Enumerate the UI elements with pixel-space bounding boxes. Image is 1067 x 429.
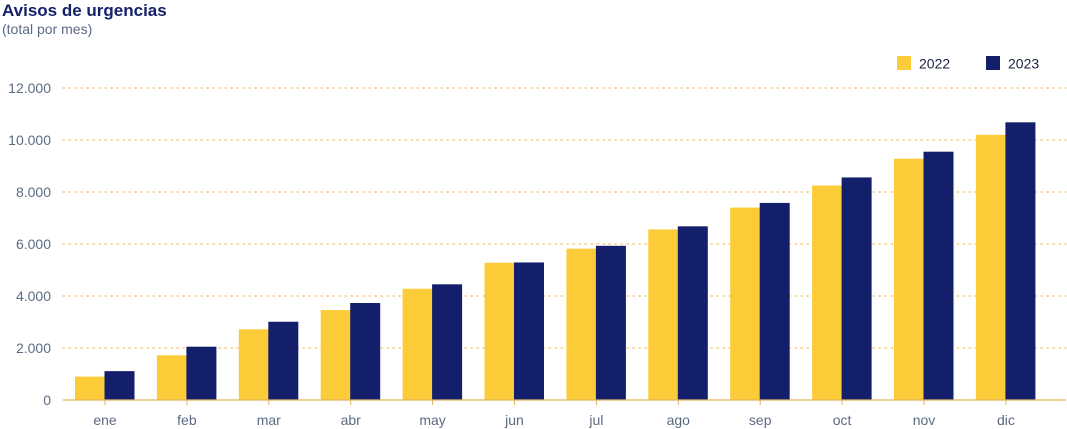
y-tick-label: 8.000 bbox=[16, 184, 51, 200]
x-tick-label: may bbox=[419, 412, 445, 428]
legend-swatch-2023 bbox=[986, 56, 1000, 70]
y-tick-label: 10.000 bbox=[8, 132, 51, 148]
bar-2023-ene bbox=[104, 371, 135, 400]
bar-2023-ago bbox=[677, 226, 708, 400]
y-tick-label: 2.000 bbox=[16, 340, 51, 356]
bar-2022-jul bbox=[566, 248, 597, 400]
bar-2023-abr bbox=[350, 303, 381, 400]
chart-title: Avisos de urgencias bbox=[2, 1, 167, 20]
x-tick-label: ago bbox=[667, 412, 691, 428]
bar-2022-sep bbox=[730, 207, 761, 400]
legend: 2022 2023 bbox=[897, 56, 1039, 72]
bar-2022-nov bbox=[894, 158, 924, 400]
x-tick-label: feb bbox=[177, 412, 197, 428]
bars bbox=[75, 122, 1036, 401]
y-tick-label: 12.000 bbox=[8, 80, 51, 96]
x-tick-label: abr bbox=[341, 412, 362, 428]
x-tick-label: sep bbox=[749, 412, 772, 428]
chart-subtitle: (total por mes) bbox=[2, 21, 93, 37]
bar-2023-oct bbox=[841, 177, 872, 400]
y-tick-label: 4.000 bbox=[16, 288, 51, 304]
y-axis-ticks: 0 2.000 4.000 6.000 8.000 10.000 12.000 bbox=[8, 80, 51, 408]
legend-swatch-2022 bbox=[897, 56, 911, 70]
bar-2022-abr bbox=[320, 310, 351, 400]
bar-2022-oct bbox=[812, 185, 843, 400]
bar-2022-jun bbox=[484, 262, 515, 400]
bar-2023-mar bbox=[268, 321, 299, 400]
bar-2023-feb bbox=[186, 346, 217, 400]
x-axis-ticks: ene feb mar abr may jun jul ago sep oct nov dic bbox=[93, 400, 1015, 428]
bar-2022-may bbox=[402, 288, 433, 400]
bar-2023-may bbox=[432, 284, 463, 400]
y-tick-label: 0 bbox=[43, 392, 51, 408]
x-tick-label: dic bbox=[997, 412, 1015, 428]
x-tick-label: jun bbox=[504, 412, 524, 428]
bar-2022-ago bbox=[648, 229, 679, 400]
x-tick-label: ene bbox=[93, 412, 117, 428]
bar-2023-jun bbox=[514, 262, 544, 400]
bar-2023-dic bbox=[1005, 122, 1036, 400]
x-tick-label: nov bbox=[913, 412, 936, 428]
y-tick-label: 6.000 bbox=[16, 236, 51, 252]
bar-2022-ene bbox=[75, 376, 105, 400]
bar-2023-sep bbox=[759, 202, 790, 400]
bar-2023-jul bbox=[595, 245, 626, 400]
x-tick-label: jul bbox=[588, 412, 603, 428]
bar-2023-nov bbox=[923, 151, 954, 400]
legend-label-2023: 2023 bbox=[1008, 56, 1039, 72]
bar-2022-mar bbox=[238, 329, 269, 400]
x-tick-label: mar bbox=[257, 412, 281, 428]
x-tick-label: oct bbox=[833, 412, 852, 428]
bar-2022-feb bbox=[156, 355, 187, 400]
bar-2022-dic bbox=[975, 134, 1006, 401]
legend-label-2022: 2022 bbox=[919, 56, 950, 72]
